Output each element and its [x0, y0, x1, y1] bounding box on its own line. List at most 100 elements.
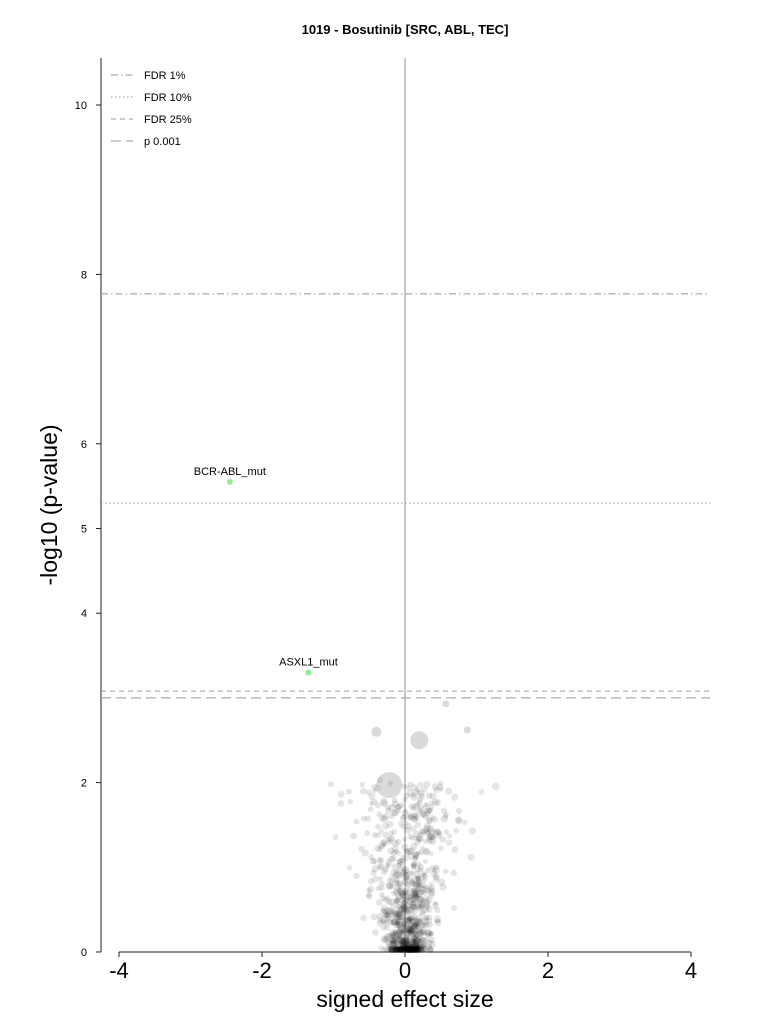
data-point: [422, 922, 430, 929]
data-point: [415, 892, 421, 899]
data-point: [390, 939, 398, 947]
data-point: [413, 893, 420, 900]
data-point: [405, 847, 414, 856]
data-point: [414, 946, 420, 953]
data-point: [401, 927, 407, 933]
point-label-0: BCR-ABL_mut: [194, 466, 266, 478]
data-point: [382, 831, 390, 839]
data-point: [401, 946, 408, 953]
data-point: [411, 862, 417, 868]
x-tick-label: -4: [109, 958, 129, 983]
data-point: [395, 921, 403, 929]
data-point: [414, 787, 420, 793]
data-point: [428, 940, 436, 948]
data-point: [408, 925, 416, 933]
data-point: [415, 886, 422, 893]
data-point: [409, 880, 416, 888]
data-point: [394, 946, 400, 953]
data-point: [389, 909, 395, 915]
data-point: [423, 898, 431, 906]
data-point: [407, 906, 416, 914]
data-point: [401, 814, 407, 820]
data-point: [408, 939, 416, 947]
data-point: [411, 812, 418, 819]
data-point: [411, 885, 420, 894]
data-point: [415, 945, 421, 950]
data-point: [394, 880, 401, 886]
data-point: [409, 944, 417, 953]
data-point: [410, 907, 418, 915]
x-tick-label: 2: [542, 958, 554, 983]
data-point: [398, 937, 406, 946]
data-point: [418, 946, 425, 953]
data-point: [416, 809, 423, 815]
data-point: [416, 874, 425, 883]
data-point: [411, 929, 419, 937]
data-point: [400, 923, 406, 929]
data-point: [395, 807, 402, 814]
data-point: [400, 946, 408, 953]
data-point: [407, 814, 415, 821]
data-point: [416, 919, 424, 927]
data-point: [393, 941, 398, 946]
data-point: [433, 873, 440, 881]
data-point: [401, 920, 408, 927]
data-point: [422, 929, 428, 936]
data-point: [382, 866, 389, 873]
data-point: [399, 946, 407, 953]
data-point: [404, 882, 410, 887]
legend-entry-label: p 0.001: [144, 136, 181, 148]
data-point: [433, 901, 438, 906]
data-point: [390, 946, 396, 953]
data-point: [412, 941, 419, 948]
data-point: [387, 919, 394, 926]
data-point: [407, 946, 413, 953]
data-point: [419, 946, 426, 953]
data-point: [391, 809, 399, 817]
data-point: [417, 831, 424, 838]
data-point-large: [463, 726, 471, 734]
data-point: [425, 830, 431, 836]
data-point: [412, 944, 420, 952]
y-tick-label: 6: [81, 439, 87, 451]
data-point: [422, 915, 429, 922]
data-point: [411, 946, 419, 953]
data-point: [397, 946, 404, 953]
data-point: [378, 880, 385, 887]
data-point: [404, 942, 413, 950]
data-point: [406, 926, 413, 934]
data-point: [399, 896, 407, 904]
data-point: [423, 825, 430, 832]
data-point: [385, 807, 392, 815]
data-point: [404, 946, 412, 953]
data-point: [407, 945, 415, 954]
data-point: [409, 941, 417, 948]
data-point: [388, 803, 396, 812]
data-point: [383, 932, 392, 941]
data-point: [391, 879, 400, 887]
data-point: [400, 824, 406, 830]
data-point: [402, 808, 408, 814]
data-point: [404, 944, 410, 951]
data-point: [420, 811, 428, 818]
data-point: [403, 943, 410, 951]
data-point: [384, 911, 390, 918]
data-point: [412, 946, 418, 953]
data-point: [401, 946, 408, 953]
data-point: [423, 884, 429, 891]
data-point: [407, 928, 415, 936]
data-point: [428, 804, 435, 810]
data-point: [413, 851, 420, 857]
data-point: [415, 861, 422, 868]
data-point: [403, 868, 410, 875]
data-point: [420, 829, 427, 836]
data-point: [410, 945, 417, 951]
data-point: [402, 937, 410, 945]
data-point: [361, 849, 369, 857]
y-tick-label: 5: [81, 524, 87, 536]
data-point: [358, 845, 365, 852]
data-point: [401, 904, 408, 911]
data-point: [407, 945, 415, 954]
data-point: [404, 946, 411, 953]
data-point: [413, 921, 421, 929]
